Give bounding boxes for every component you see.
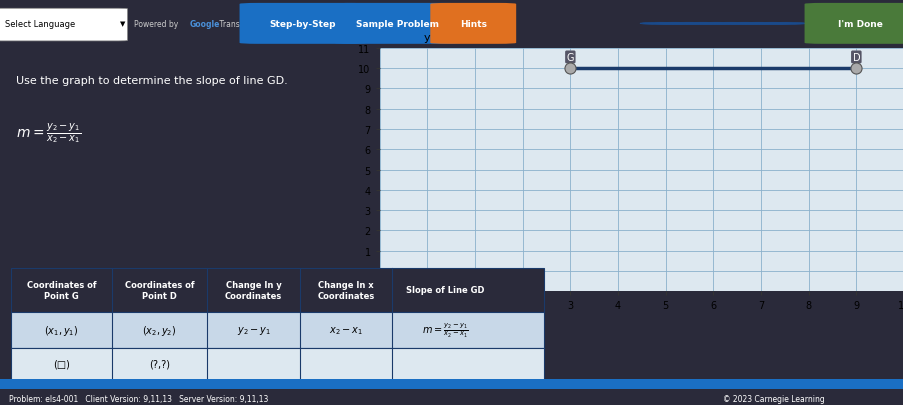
FancyBboxPatch shape [334,4,461,45]
Bar [0,379,903,389]
Text: (□): (□) [53,359,70,369]
Text: ▼: ▼ [120,21,126,27]
Text: Step-by-Step: Step-by-Step [269,20,336,29]
FancyBboxPatch shape [804,4,903,45]
Circle shape [723,23,763,26]
Text: $(x_1,y_1)$: $(x_1,y_1)$ [44,323,79,337]
Circle shape [751,23,791,26]
Text: I'm Done: I'm Done [837,20,882,29]
Text: Coordinates of
Point D: Coordinates of Point D [125,281,194,300]
Text: (?,?): (?,?) [149,359,170,369]
Text: Use the graph to determine the slope of line GD.: Use the graph to determine the slope of … [15,76,287,86]
Text: $y_2-y_1$: $y_2-y_1$ [237,324,270,336]
Bar [11,312,543,348]
Text: $(x_2,y_2)$: $(x_2,y_2)$ [143,323,177,337]
Text: Translate: Translate [217,20,254,29]
Text: Change In y
Coordinates: Change In y Coordinates [225,281,282,300]
Circle shape [695,23,735,26]
Text: Change In x
Coordinates: Change In x Coordinates [317,281,375,300]
Text: Sample Problem: Sample Problem [356,20,439,29]
Bar [11,348,543,380]
Circle shape [682,23,721,26]
Text: Powered by: Powered by [134,20,181,29]
Text: Slope of Line GD: Slope of Line GD [405,286,484,295]
Text: © 2023 Carnegie Learning: © 2023 Carnegie Learning [722,394,824,403]
Circle shape [766,23,805,26]
Text: Coordinates of
Point G: Coordinates of Point G [27,281,97,300]
Text: Select Language: Select Language [5,20,75,29]
FancyBboxPatch shape [0,9,127,42]
FancyBboxPatch shape [239,4,366,45]
Circle shape [667,23,707,26]
Text: G: G [566,53,573,63]
Circle shape [710,23,749,26]
Text: $x_2-x_1$: $x_2-x_1$ [329,324,363,336]
FancyBboxPatch shape [430,4,516,45]
Text: Problem: els4-001   Client Version: 9,11,13   Server Version: 9,11,13: Problem: els4-001 Client Version: 9,11,1… [9,394,268,403]
Circle shape [654,23,694,26]
Text: Hints: Hints [460,20,487,29]
Text: y: y [424,32,430,43]
Circle shape [639,23,679,26]
Text: $m = \frac{y_2 - y_1}{x_2 - x_1}$: $m = \frac{y_2 - y_1}{x_2 - x_1}$ [15,121,80,145]
Text: Google: Google [190,20,220,29]
Text: D: D [852,53,859,63]
Text: $m=\frac{y_2-y_1}{x_2-x_1}$: $m=\frac{y_2-y_1}{x_2-x_1}$ [422,321,469,339]
Bar [11,269,543,312]
Circle shape [738,23,777,26]
